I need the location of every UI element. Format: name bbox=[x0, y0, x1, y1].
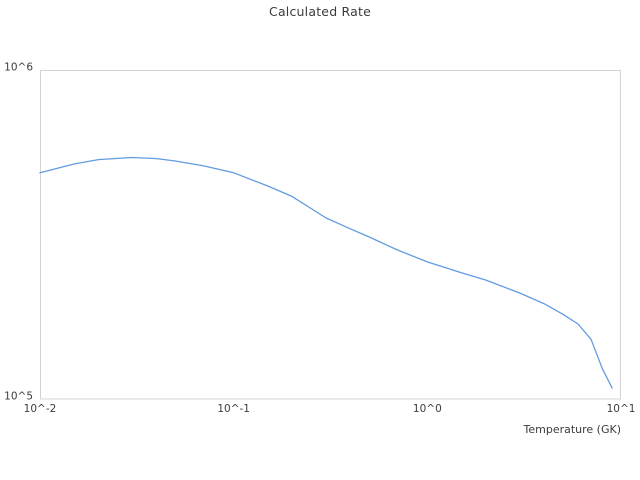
x-tick-label: 10^-2 bbox=[23, 403, 57, 415]
x-tick-label: 10^1 bbox=[606, 403, 636, 415]
y-tick-label: 10^6 bbox=[4, 61, 33, 74]
chart-title: Calculated Rate bbox=[269, 4, 371, 19]
rate-line-series bbox=[39, 156, 613, 389]
x-tick-label: 10^0 bbox=[412, 403, 442, 415]
x-axis-label: Temperature (GK) bbox=[523, 423, 622, 436]
x-tick-label: 10^-1 bbox=[217, 403, 250, 415]
y-tick-label: 10^5 bbox=[4, 390, 33, 403]
plot-frame bbox=[40, 70, 621, 400]
